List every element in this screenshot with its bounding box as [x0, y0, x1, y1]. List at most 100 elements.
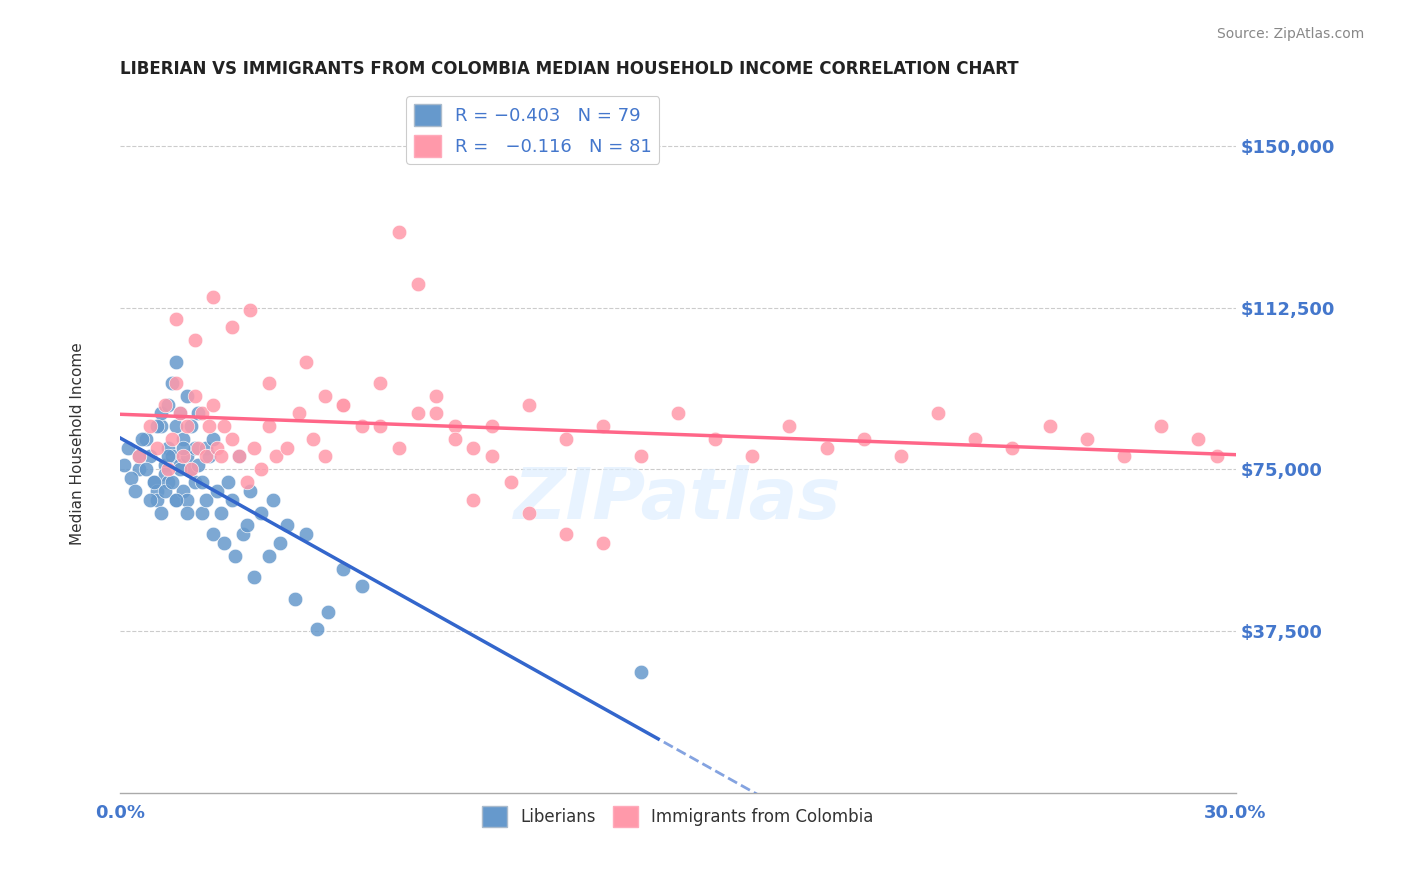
Point — [243, 570, 266, 584]
Point — [257, 376, 280, 391]
Point — [257, 549, 280, 563]
Point — [172, 441, 194, 455]
Point — [388, 225, 411, 239]
Point — [1076, 432, 1098, 446]
Point — [153, 398, 176, 412]
Point — [128, 450, 150, 464]
Point — [172, 483, 194, 498]
Point — [176, 419, 198, 434]
Point — [815, 441, 838, 455]
Point — [517, 398, 540, 412]
Point — [124, 483, 146, 498]
Point — [176, 450, 198, 464]
Point — [228, 450, 250, 464]
Point — [425, 389, 447, 403]
Point — [965, 432, 987, 446]
Point — [146, 483, 169, 498]
Point — [388, 441, 411, 455]
Point — [239, 302, 262, 317]
Point — [314, 389, 336, 403]
Point — [157, 475, 180, 490]
Point — [139, 419, 162, 434]
Point — [332, 561, 354, 575]
Point — [630, 665, 652, 679]
Point — [183, 475, 205, 490]
Point — [205, 441, 228, 455]
Point — [262, 492, 284, 507]
Point — [160, 450, 183, 464]
Point — [183, 333, 205, 347]
Point — [235, 475, 257, 490]
Point — [212, 419, 235, 434]
Point — [153, 467, 176, 481]
Point — [212, 535, 235, 549]
Point — [187, 406, 209, 420]
Point — [187, 458, 209, 472]
Point — [135, 462, 157, 476]
Point — [1112, 450, 1135, 464]
Point — [1039, 419, 1062, 434]
Point — [128, 450, 150, 464]
Point — [276, 441, 298, 455]
Point — [157, 450, 180, 464]
Point — [157, 462, 180, 476]
Point — [318, 605, 340, 619]
Point — [257, 419, 280, 434]
Point — [194, 492, 217, 507]
Point — [443, 432, 465, 446]
Point — [332, 398, 354, 412]
Point — [131, 432, 153, 446]
Point — [180, 419, 202, 434]
Text: LIBERIAN VS IMMIGRANTS FROM COLOMBIA MEDIAN HOUSEHOLD INCOME CORRELATION CHART: LIBERIAN VS IMMIGRANTS FROM COLOMBIA MED… — [120, 60, 1019, 78]
Point — [169, 458, 191, 472]
Point — [128, 462, 150, 476]
Point — [198, 450, 221, 464]
Point — [176, 389, 198, 403]
Point — [221, 432, 243, 446]
Point — [704, 432, 727, 446]
Point — [592, 535, 614, 549]
Point — [481, 419, 503, 434]
Point — [191, 506, 214, 520]
Point — [202, 527, 225, 541]
Point — [302, 432, 325, 446]
Point — [443, 419, 465, 434]
Point — [370, 419, 392, 434]
Point — [180, 462, 202, 476]
Point — [287, 406, 309, 420]
Point — [157, 441, 180, 455]
Point — [165, 354, 187, 368]
Point — [517, 506, 540, 520]
Point — [269, 535, 291, 549]
Point — [295, 527, 318, 541]
Point — [250, 506, 273, 520]
Point — [202, 290, 225, 304]
Point — [191, 475, 214, 490]
Point — [243, 441, 266, 455]
Point — [555, 527, 578, 541]
Point — [142, 475, 165, 490]
Point — [370, 376, 392, 391]
Point — [239, 483, 262, 498]
Point — [191, 406, 214, 420]
Point — [463, 492, 485, 507]
Point — [224, 549, 246, 563]
Point — [221, 492, 243, 507]
Legend: Liberians, Immigrants from Colombia: Liberians, Immigrants from Colombia — [475, 799, 880, 833]
Point — [406, 277, 429, 291]
Point — [150, 506, 173, 520]
Point — [135, 432, 157, 446]
Point — [266, 450, 288, 464]
Point — [284, 591, 307, 606]
Point — [160, 432, 183, 446]
Point — [778, 419, 800, 434]
Point — [499, 475, 522, 490]
Point — [307, 622, 329, 636]
Point — [117, 441, 139, 455]
Point — [169, 406, 191, 420]
Point — [209, 506, 232, 520]
Point — [425, 406, 447, 420]
Point — [463, 441, 485, 455]
Point — [592, 419, 614, 434]
Point — [235, 518, 257, 533]
